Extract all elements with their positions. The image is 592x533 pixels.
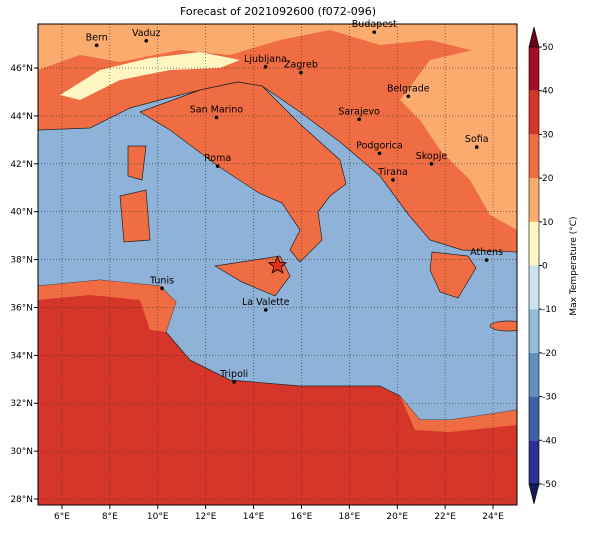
city-label: Belgrade <box>387 83 430 94</box>
x-tick-label: 10°E <box>147 512 169 522</box>
land-cool <box>38 24 517 70</box>
title: Forecast of 2021092600 (f072-096) <box>180 5 376 18</box>
y-tick-label: 42°N <box>10 160 33 170</box>
city-label: Budapest <box>352 19 397 30</box>
city-label: Vaduz <box>132 28 161 39</box>
x-tick-label: 8°E <box>102 512 118 522</box>
y-tick-label: 44°N <box>10 112 33 122</box>
city-marker <box>144 38 149 43</box>
city-label: Ljubljana <box>244 54 287 65</box>
city-marker <box>214 115 219 120</box>
city-marker <box>263 65 268 69</box>
event-star <box>267 255 288 274</box>
x-tick-label: 12°E <box>195 512 217 522</box>
city-label: Tripoli <box>219 369 248 380</box>
colorbar-over <box>528 26 540 48</box>
colorbar-bin <box>529 309 539 353</box>
y-tick-label: 40°N <box>10 208 33 218</box>
city-label: Sofia <box>465 134 489 145</box>
city-label: Bern <box>86 32 108 43</box>
city-marker <box>372 30 377 34</box>
city-label: Tunis <box>149 275 174 286</box>
peloponnese <box>429 251 477 299</box>
colorbar-tick-label: 50 <box>542 43 554 53</box>
corsica <box>127 145 147 181</box>
city-marker <box>391 178 395 182</box>
city-marker <box>94 43 99 48</box>
city-marker <box>377 151 382 156</box>
city-marker <box>406 94 411 99</box>
colorbar-tick-label: 30 <box>542 130 554 140</box>
colorbar-bin <box>529 90 539 135</box>
city-marker <box>263 308 268 312</box>
city-marker <box>160 286 164 291</box>
city-label: Podgorica <box>356 140 403 151</box>
x-tick-label: 6°E <box>54 512 70 522</box>
x-tick-label: 22°E <box>434 512 456 522</box>
colorbar-bin <box>529 178 539 222</box>
city-marker <box>474 145 479 149</box>
colorbar-tick-label: -10 <box>542 305 557 315</box>
x-tick-label: 20°E <box>386 512 408 522</box>
colorbar-tick-label: -50 <box>542 480 557 490</box>
colorbar-bin <box>529 221 539 266</box>
y-tick-label: 28°N <box>10 495 33 505</box>
y-tick-label: 46°N <box>10 64 33 74</box>
city-marker <box>215 164 220 169</box>
balkans-cool <box>400 40 517 230</box>
city-label: San Marino <box>190 104 243 115</box>
city-label: Roma <box>204 153 231 164</box>
city-label: Athens <box>470 247 503 258</box>
colorbar-bin <box>529 440 539 484</box>
city-label: Skopje <box>416 151 448 162</box>
city-label: La Valette <box>242 297 290 308</box>
colorbar-bin <box>529 396 539 441</box>
y-tick-label: 36°N <box>10 303 33 313</box>
sardinia <box>119 189 151 243</box>
colorbar-bin <box>529 352 539 397</box>
city-label: Zagreb <box>284 60 318 71</box>
frame <box>37 23 518 506</box>
y-tick-label: 38°N <box>10 256 33 266</box>
colorbar-tick-label: 20 <box>542 174 554 184</box>
italy <box>139 81 347 263</box>
x-tick-label: 24°E <box>482 512 504 522</box>
y-tick-label: 34°N <box>10 351 33 361</box>
x-tick-label: 16°E <box>291 512 313 522</box>
colorbar-tick-label: 0 <box>542 262 548 272</box>
colorbar-under <box>528 483 540 505</box>
colorbar-bin <box>529 134 539 179</box>
city-label: Tirana <box>377 167 408 178</box>
y-tick-label: 30°N <box>10 447 33 457</box>
city-marker <box>429 162 434 166</box>
city-label: Sarajevo <box>338 106 380 117</box>
sicily <box>213 255 291 297</box>
colorbar-tick-label: -30 <box>542 393 557 403</box>
colorbar-tick-label: 40 <box>542 87 554 97</box>
x-tick-label: 14°E <box>243 512 265 522</box>
city-marker <box>357 117 361 122</box>
colorbar-bin <box>529 265 539 310</box>
y-tick-label: 32°N <box>10 399 33 409</box>
tunisia-coast <box>38 280 176 332</box>
city-marker <box>299 70 303 75</box>
grid <box>38 24 517 505</box>
libya-coast <box>400 396 517 432</box>
city-marker <box>484 258 489 262</box>
colorbar-tick-label: -40 <box>542 436 557 446</box>
colorbar-tick-label: -20 <box>542 349 557 359</box>
colorbar-tick-label: 10 <box>542 218 554 228</box>
colorbar-label: Max Temperature (°C) <box>569 216 579 315</box>
crete <box>489 320 517 332</box>
city-marker <box>232 380 236 384</box>
colorbar-bin <box>529 47 539 91</box>
x-tick-label: 18°E <box>339 512 361 522</box>
alps <box>60 52 240 100</box>
